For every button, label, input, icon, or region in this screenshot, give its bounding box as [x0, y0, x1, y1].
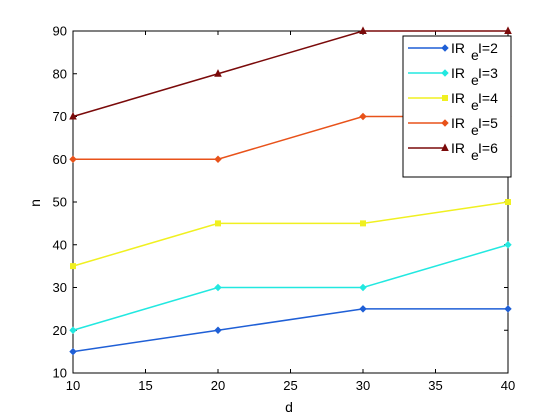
y-axis-label: n: [27, 199, 43, 207]
legend-label-rest: I=3: [478, 65, 498, 81]
legend-label-rest: I=2: [478, 40, 498, 56]
legend-label-sub: e: [471, 147, 479, 163]
legend-item: IR e I=4: [408, 90, 498, 113]
data-point: [69, 347, 77, 356]
y-tick-label: 70: [53, 109, 67, 124]
legend-item: IR e I=6: [408, 140, 498, 163]
x-tick-label: 40: [501, 378, 515, 393]
series-line: [72, 30, 508, 118]
legend-item: IR e I=3: [408, 65, 498, 88]
data-point: [69, 326, 77, 334]
legend-item: IR e I=2: [408, 40, 498, 63]
x-tick-label: 20: [211, 378, 225, 393]
legend-box: [402, 35, 512, 178]
data-point: [69, 111, 77, 120]
x-tick-label: 25: [283, 378, 297, 393]
data-point: [359, 112, 367, 121]
legend-marker: [441, 143, 449, 151]
data-point: [505, 199, 511, 205]
legend: IR e I=2IR e I=3IR e I=4IR e I=5IR e I=6: [402, 35, 512, 178]
x-axis-ticks: 10 15 20 25 30 35 40: [66, 31, 515, 393]
data-point: [504, 305, 512, 313]
data-point: [214, 283, 222, 292]
legend-marker: [441, 69, 449, 77]
data-point: [215, 220, 221, 227]
data-point: [69, 155, 77, 163]
data-point: [359, 283, 367, 292]
x-tick-label: 35: [428, 378, 442, 393]
legend-label-sub: e: [471, 72, 479, 88]
x-tick-label: 10: [66, 378, 80, 393]
x-tick-label: 15: [138, 378, 152, 393]
legend-marker: [441, 119, 449, 127]
data-point: [504, 26, 512, 34]
legend-label-sub: e: [471, 97, 479, 113]
data-point: [359, 305, 367, 313]
legend-label-rest: I=6: [478, 140, 498, 156]
data-point: [359, 26, 367, 34]
legend-label-rest: I=5: [478, 115, 498, 131]
legend-marker: [441, 44, 449, 52]
legend-label-main: IR: [451, 40, 465, 56]
data-point: [504, 241, 512, 249]
legend-item: IR e I=5: [408, 115, 498, 138]
series-line: [72, 201, 509, 267]
y-axis-ticks: 10 20 30 40 50 60 70 80 90: [53, 24, 508, 381]
data-point: [70, 263, 76, 270]
legend-label-rest: I=4: [478, 90, 498, 106]
x-axis-label: d: [285, 399, 293, 415]
y-tick-label: 10: [53, 366, 67, 381]
data-point: [360, 220, 366, 227]
y-tick-label: 20: [53, 323, 67, 338]
legend-label-main: IR: [451, 140, 465, 156]
series-4: [70, 199, 511, 270]
series-line: [72, 244, 509, 331]
data-point: [214, 69, 222, 77]
data-point: [214, 155, 222, 163]
y-tick-label: 60: [53, 152, 67, 167]
x-tick-label: 30: [356, 378, 370, 393]
legend-label-main: IR: [451, 65, 465, 81]
series-3: [69, 241, 512, 334]
legend-label-sub: e: [471, 47, 479, 63]
y-tick-label: 40: [53, 237, 67, 252]
series-2: [69, 305, 512, 356]
y-tick-label: 90: [53, 24, 67, 39]
y-tick-label: 50: [53, 195, 67, 210]
series-line: [72, 308, 508, 353]
data-point: [214, 326, 222, 334]
legend-label-main: IR: [451, 115, 465, 131]
y-tick-label: 80: [53, 66, 67, 81]
legend-label-main: IR: [451, 90, 465, 106]
y-tick-label: 30: [53, 280, 67, 295]
legend-label-sub: e: [471, 122, 479, 138]
legend-marker: [442, 95, 448, 101]
series-6: [69, 26, 512, 120]
